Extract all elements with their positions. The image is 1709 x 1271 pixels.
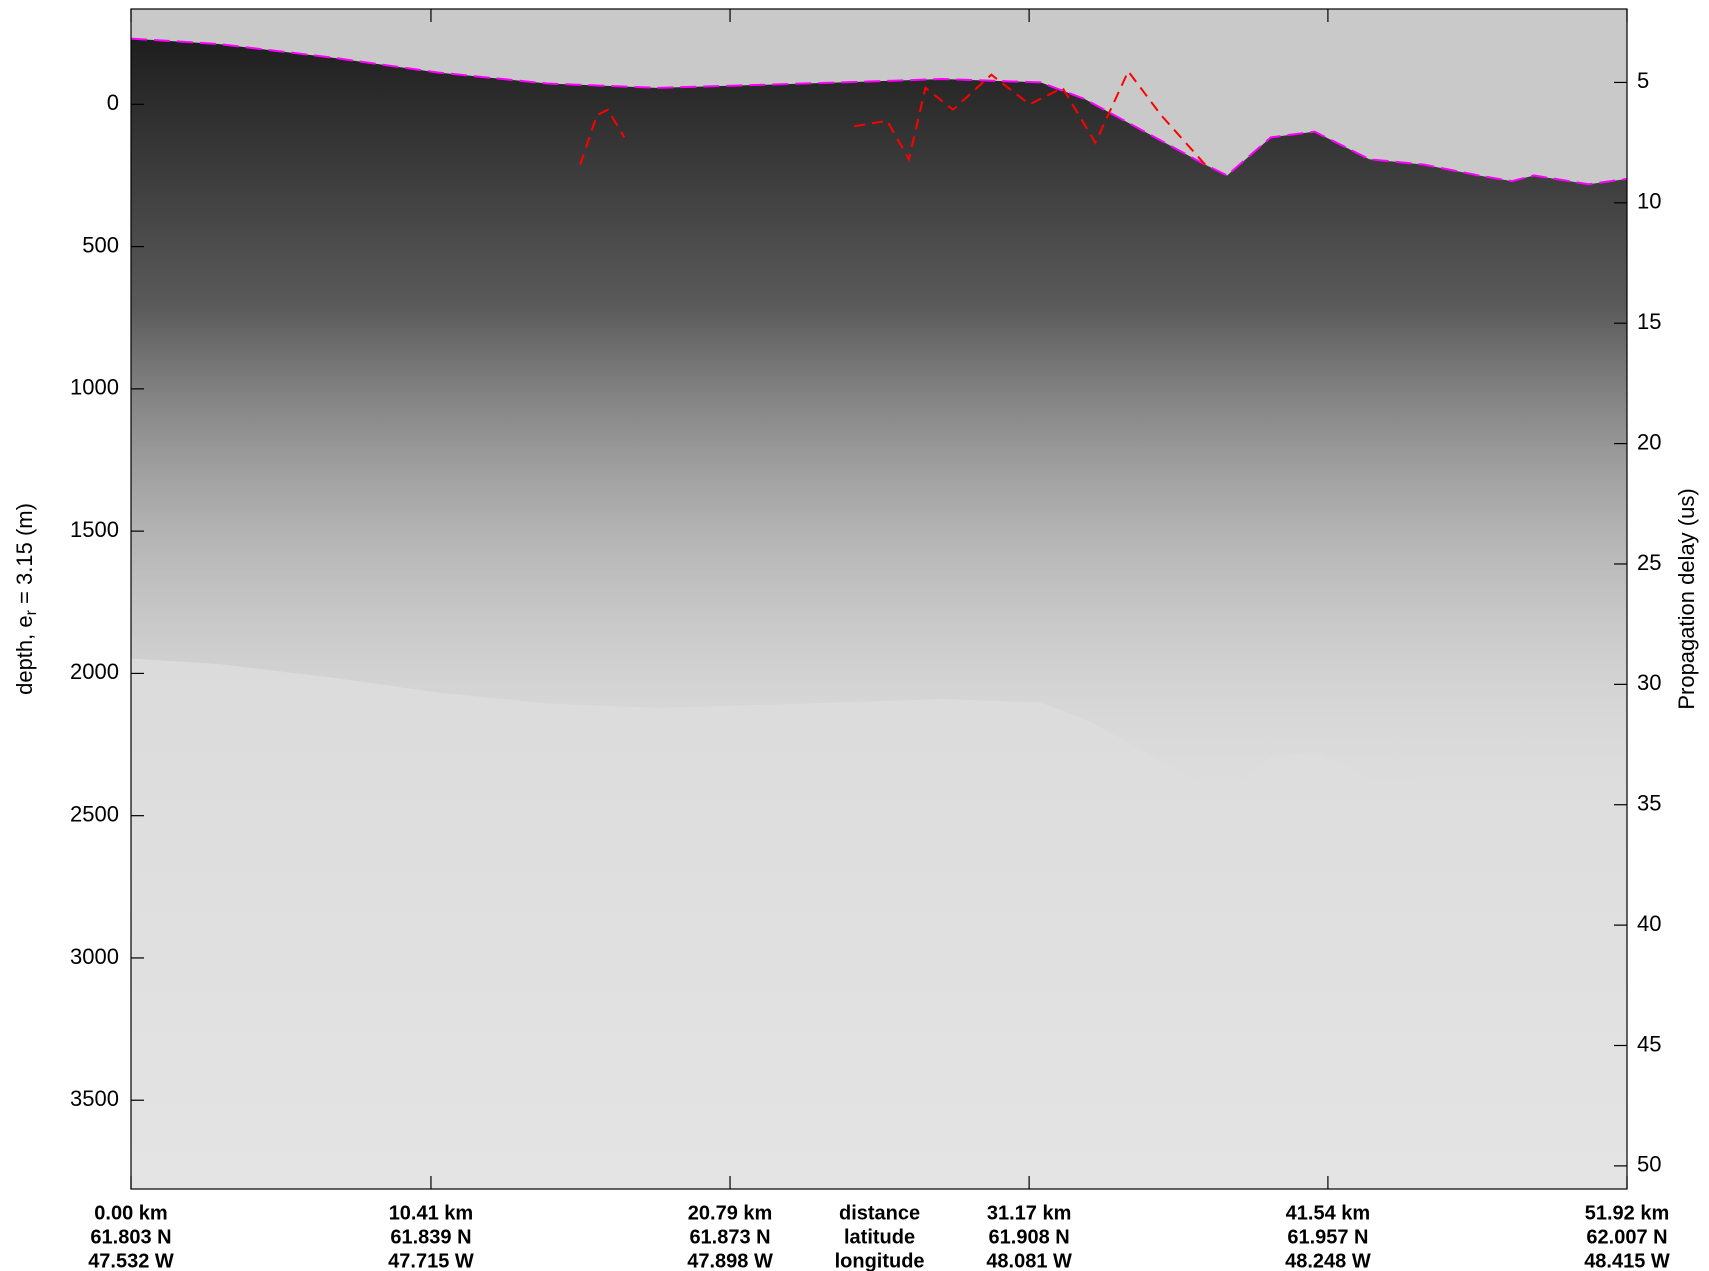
- x-tick-longitude: 48.081 W: [986, 1250, 1072, 1271]
- y-tick-label: 2000: [70, 659, 119, 684]
- y2-tick-label: 5: [1637, 68, 1649, 93]
- y-label-part: depth, e: [12, 615, 37, 695]
- x-row-label: latitude: [844, 1226, 915, 1248]
- plot-frame: [130, 8, 1628, 1190]
- y2-tick-label: 20: [1637, 429, 1661, 454]
- x-tick-longitude: 48.415 W: [1584, 1250, 1670, 1271]
- x-tick-latitude: 61.908 N: [989, 1226, 1070, 1248]
- y-tick-label: 3000: [70, 944, 119, 969]
- y2-tick-label: 40: [1637, 911, 1661, 936]
- air-region: [131, 9, 1627, 185]
- y2-tick-label: 10: [1637, 189, 1661, 214]
- x-tick-label: 51.92 km: [1585, 1202, 1670, 1224]
- x-tick-longitude: 47.532 W: [88, 1250, 174, 1271]
- x-tick-label: 20.79 km: [688, 1202, 773, 1224]
- x-tick-label: 10.41 km: [389, 1202, 474, 1224]
- echo-band: [131, 38, 1627, 805]
- y-tick-label: 1000: [70, 375, 119, 400]
- x-tick-latitude: 61.839 N: [390, 1226, 471, 1248]
- y2-tick-label: 50: [1637, 1152, 1661, 1177]
- y-label-subscript: r: [23, 609, 40, 615]
- x-tick-latitude: 61.957 N: [1287, 1226, 1368, 1248]
- x-tick-latitude: 61.873 N: [689, 1226, 770, 1248]
- x-tick-longitude: 47.715 W: [388, 1250, 474, 1271]
- y-label-part: = 3.15 (m): [12, 503, 37, 610]
- x-tick-label: 0.00 km: [94, 1202, 167, 1224]
- x-row-label: distance: [839, 1202, 920, 1224]
- y2-axis-label: Propagation delay (us): [1674, 488, 1699, 709]
- plot-area: [130, 37, 1628, 186]
- x-tick-label: 41.54 km: [1286, 1202, 1371, 1224]
- y2-tick-label: 15: [1637, 309, 1661, 334]
- x-tick-latitude: 61.803 N: [90, 1226, 171, 1248]
- y-tick-label: 2500: [70, 801, 119, 826]
- echogram: [131, 9, 1627, 805]
- y-tick-label: 500: [82, 232, 119, 257]
- surface-pick-line: [579, 69, 1206, 166]
- y2-tick-label: 45: [1637, 1031, 1661, 1056]
- y-tick-label: 0: [107, 90, 119, 115]
- y2-tick-label: 30: [1637, 670, 1661, 695]
- y2-tick-label: 25: [1637, 550, 1661, 575]
- surface-pick-line: [130, 37, 1628, 186]
- x-tick-latitude: 62.007 N: [1586, 1226, 1667, 1248]
- x-row-label: longitude: [835, 1250, 925, 1271]
- y-tick-label: 1500: [70, 517, 119, 542]
- x-tick-longitude: 47.898 W: [687, 1250, 773, 1271]
- y-axis-label: depth, er = 3.15 (m): [12, 503, 40, 695]
- y-tick-label: 3500: [70, 1086, 119, 1111]
- y2-tick-label: 35: [1637, 791, 1661, 816]
- x-tick-longitude: 48.248 W: [1285, 1250, 1371, 1271]
- x-tick-label: 31.17 km: [987, 1202, 1072, 1224]
